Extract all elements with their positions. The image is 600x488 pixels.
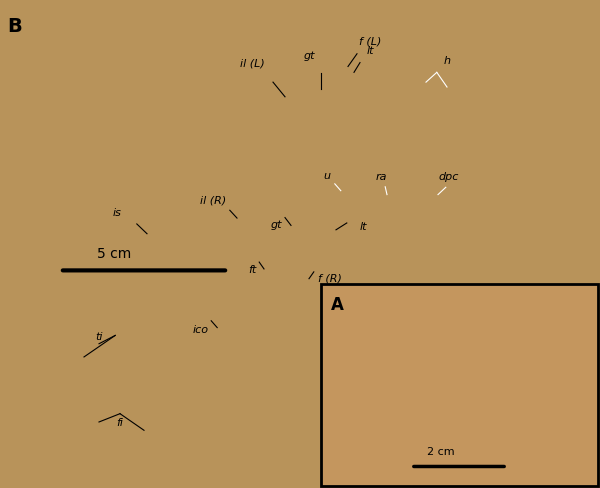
Bar [321, 285, 598, 486]
Text: 5 cm: 5 cm [97, 246, 131, 260]
Text: dpc: dpc [439, 172, 459, 182]
Text: 2 cm: 2 cm [427, 447, 455, 456]
Text: lt: lt [367, 46, 374, 56]
Text: ft: ft [248, 264, 256, 274]
Text: il (L): il (L) [239, 59, 265, 68]
Text: f (R): f (R) [318, 273, 342, 283]
Text: il (R): il (R) [200, 195, 226, 205]
Text: gt: gt [303, 51, 315, 61]
Text: is: is [113, 207, 121, 217]
Text: B: B [7, 17, 22, 36]
Text: gt: gt [270, 220, 282, 229]
Text: ti: ti [95, 332, 103, 342]
Text: h: h [443, 56, 451, 66]
Text: u: u [323, 171, 331, 181]
Text: f (L): f (L) [359, 37, 382, 46]
Text: fi: fi [116, 417, 124, 427]
Text: lt: lt [359, 222, 367, 232]
Text: A: A [331, 295, 344, 313]
Text: ra: ra [375, 172, 387, 182]
Text: ico: ico [193, 325, 209, 334]
